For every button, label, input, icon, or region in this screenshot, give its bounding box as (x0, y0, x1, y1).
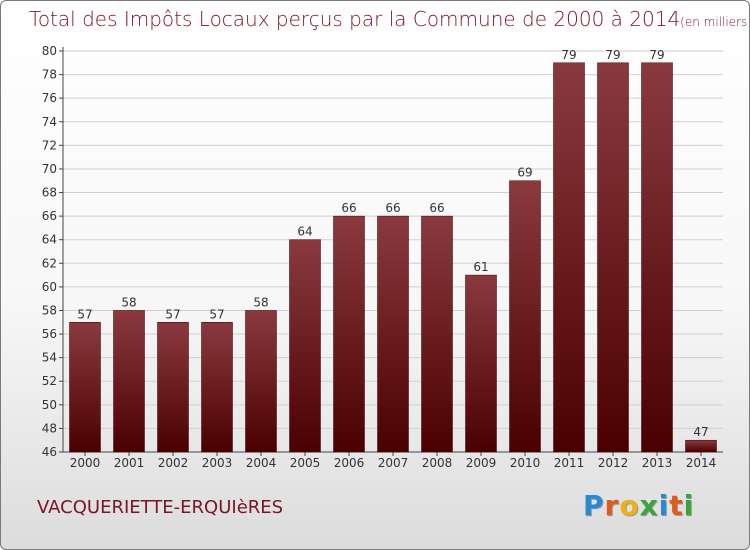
bar-2013 (641, 62, 673, 453)
logo-letter: r (604, 489, 620, 522)
data-label-2014: 47 (693, 425, 708, 439)
data-label-2007: 66 (385, 201, 400, 215)
y-tick-label-80: 80 (42, 44, 57, 58)
y-tick-label-54: 54 (42, 351, 57, 365)
x-tick-label-2012: 2012 (598, 456, 629, 470)
data-label-2004: 58 (253, 295, 268, 309)
x-tick-labels: 2000 2001 2002 2003 2004 2005 2006 2007 2008 2009… (70, 452, 717, 470)
data-label-2009: 61 (473, 260, 488, 274)
y-tick-labels: 46 48 50 52 54 56 58 60 62 64 66 68 70 72 74 76 78 80 (42, 44, 57, 459)
data-label-2011: 79 (561, 48, 576, 62)
y-tick-label-60: 60 (42, 280, 57, 294)
bar-2008 (421, 215, 453, 453)
bar-2001 (113, 310, 145, 453)
data-label-2006: 66 (341, 201, 356, 215)
data-label-2005: 64 (297, 225, 312, 239)
y-tick-label-56: 56 (42, 327, 57, 341)
y-tick-label-52: 52 (42, 374, 57, 388)
data-labels: 57 58 57 57 58 64 66 66 66 61 69 79 79 79 47 (77, 48, 708, 439)
bar-2012 (597, 62, 629, 453)
bar-2010 (509, 180, 541, 453)
bar-2007 (377, 215, 409, 453)
chart-title: Total des Impôts Locaux perçus par la Co… (29, 7, 749, 31)
y-tick-label-72: 72 (42, 138, 57, 152)
x-tick-label-2009: 2009 (466, 456, 497, 470)
y-tick-label-50: 50 (42, 398, 57, 412)
y-tick-label-48: 48 (42, 421, 57, 435)
data-label-2000: 57 (77, 307, 92, 321)
y-tick-label-58: 58 (42, 303, 57, 317)
y-tick-label-66: 66 (42, 209, 57, 223)
data-label-2003: 57 (209, 307, 224, 321)
x-tick-label-2008: 2008 (422, 456, 453, 470)
logo-letter: t (669, 489, 684, 522)
logo-letter: x (639, 489, 659, 522)
y-tick-label-46: 46 (42, 445, 57, 459)
bar-2005 (289, 239, 321, 453)
bars (69, 62, 717, 453)
x-tick-label-2000: 2000 (70, 456, 101, 470)
bar-2004 (245, 310, 277, 453)
chart-title-unit: (en milliers d'€) (680, 15, 749, 29)
y-tick-label-62: 62 (42, 256, 57, 270)
bar-2002 (157, 322, 189, 453)
commune-name: VACQUERIETTE-ERQUIèRES (37, 497, 284, 518)
x-tick-label-2014: 2014 (686, 456, 717, 470)
data-label-2013: 79 (649, 48, 664, 62)
y-tick-label-78: 78 (42, 68, 57, 82)
x-tick-label-2011: 2011 (554, 456, 585, 470)
bar-2000 (69, 322, 101, 453)
bar-2014 (685, 439, 717, 453)
x-tick-label-2002: 2002 (158, 456, 189, 470)
data-label-2002: 57 (165, 307, 180, 321)
data-label-2001: 58 (121, 295, 136, 309)
x-tick-label-2013: 2013 (642, 456, 673, 470)
data-label-2008: 66 (429, 201, 444, 215)
y-tick-label-76: 76 (42, 91, 57, 105)
data-label-2012: 79 (605, 48, 620, 62)
x-tick-label-2010: 2010 (510, 456, 541, 470)
data-label-2010: 69 (517, 166, 532, 180)
y-tick-label-70: 70 (42, 162, 57, 176)
y-tick-label-74: 74 (42, 115, 57, 129)
proxiti-logo[interactable]: Proxiti (583, 489, 694, 522)
bar-2003 (201, 322, 233, 453)
chart-title-text: Total des Impôts Locaux perçus par la Co… (29, 7, 681, 31)
logo-letter: i (658, 489, 670, 522)
y-tick-label-68: 68 (42, 186, 57, 200)
logo-letter: i (683, 489, 695, 522)
x-tick-label-2004: 2004 (246, 456, 277, 470)
bar-2009 (465, 274, 497, 453)
y-tick-label-64: 64 (42, 233, 57, 247)
logo-letter: P (583, 489, 605, 522)
logo-letter: o (619, 489, 640, 522)
x-tick-label-2006: 2006 (334, 456, 365, 470)
bar-2011 (553, 62, 585, 453)
x-tick-label-2001: 2001 (114, 456, 145, 470)
x-tick-label-2003: 2003 (202, 456, 233, 470)
x-tick-label-2007: 2007 (378, 456, 409, 470)
bar-2006 (333, 215, 365, 453)
x-tick-label-2005: 2005 (290, 456, 321, 470)
